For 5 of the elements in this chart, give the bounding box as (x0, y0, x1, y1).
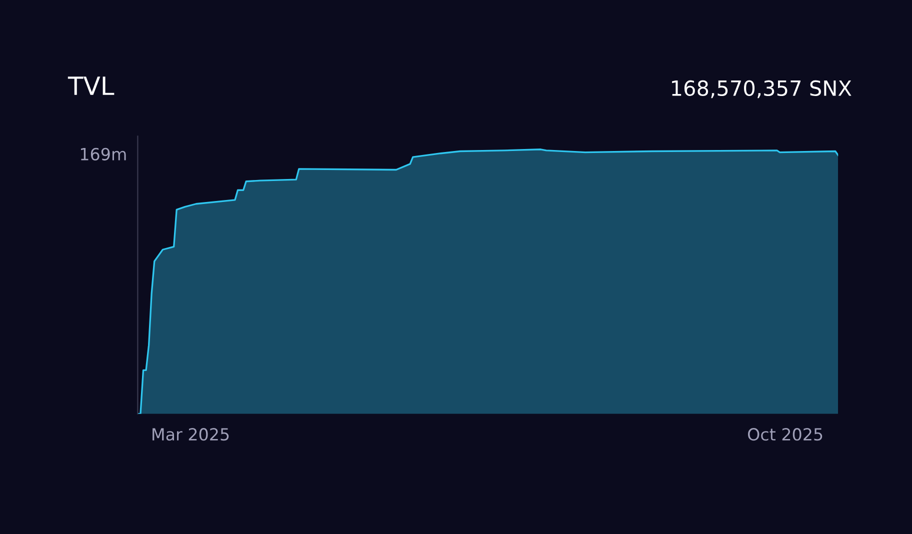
text: 168,570,357 SNX (672, 80, 852, 98)
text: 169m (80, 148, 126, 160)
x-tick-label: Mar 2025 (152, 428, 229, 441)
x-tick-label: Oct 2025 (748, 428, 822, 441)
chart-title: TVL (68, 76, 114, 95)
